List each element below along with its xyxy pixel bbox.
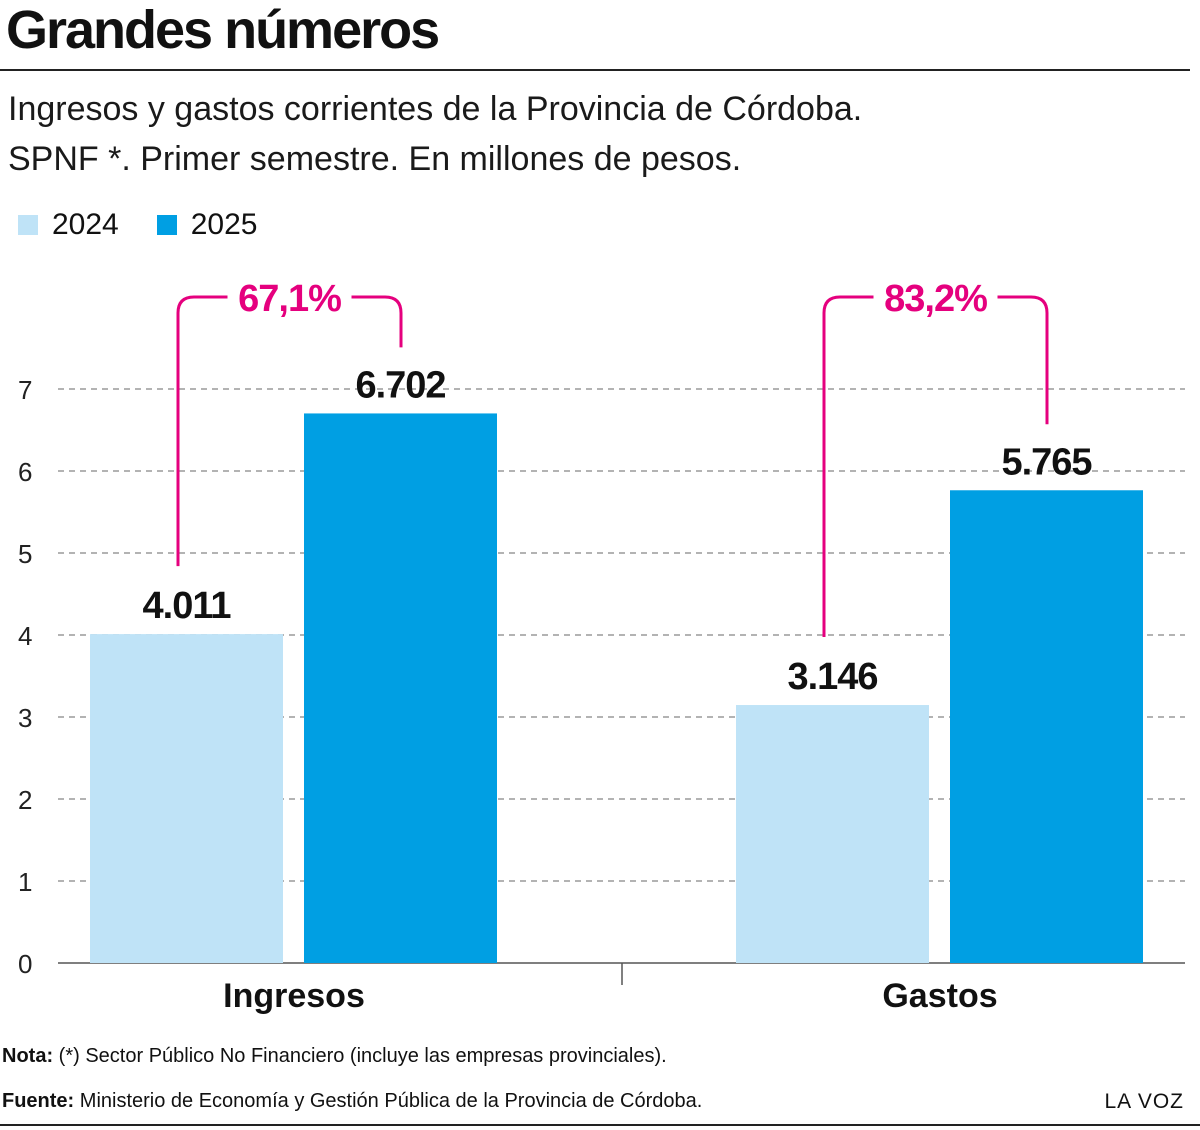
change-bracket [176, 295, 403, 567]
bar-chart: 0 1 2 3 4 5 6 7 4.011 6.702 67,1% Ingresos 3.146 5.76… [18, 278, 1185, 1015]
percent-change-label: 67,1% [238, 278, 341, 320]
bar-ingresos-2025 [304, 413, 497, 963]
data-label: 4.011 [143, 585, 232, 627]
data-label: 5.765 [1001, 441, 1092, 483]
category-label: Gastos [882, 977, 997, 1015]
source-label: Fuente: [2, 1090, 75, 1112]
bar-gastos-2024 [736, 705, 929, 963]
note-text: (*) Sector Público No Financiero (incluy… [58, 1045, 667, 1067]
note-label: Nota: [2, 1045, 54, 1067]
page-title: Grandes números [6, 0, 440, 60]
subtitle-line-2: SPNF *. Primer semestre. En millones de … [8, 140, 742, 178]
y-tick-label: 5 [18, 539, 32, 569]
footer-divider [0, 1124, 1200, 1126]
y-tick-label: 0 [18, 949, 32, 979]
y-tick-label: 4 [18, 621, 32, 651]
bar-gastos-2025 [950, 490, 1143, 963]
legend-swatch-2025 [156, 215, 177, 235]
subtitle-line-1: Ingresos y gastos corrientes de la Provi… [8, 90, 863, 128]
y-tick-label: 7 [18, 375, 32, 405]
brand-logo-text: LA VOZ [1104, 1090, 1184, 1113]
y-tick-label: 3 [18, 703, 32, 733]
legend-label-2025: 2025 [190, 208, 258, 241]
legend-item-2025: 2025 [156, 208, 258, 242]
source-text: Ministerio de Economía y Gestión Pública… [79, 1090, 703, 1112]
legend-swatch-2024 [18, 215, 38, 235]
legend-label-2024: 2024 [52, 208, 119, 241]
data-label: 3.146 [787, 656, 877, 698]
data-label: 6.702 [355, 364, 445, 406]
footnote: Nota: (*) Sector Público No Financiero (… [2, 1045, 667, 1068]
chart-subtitle: Ingresos y gastos corrientes de la Provi… [8, 84, 1158, 184]
y-tick-label: 1 [18, 867, 32, 897]
legend-item-2024: 2024 [18, 208, 119, 242]
bar-ingresos-2024 [90, 634, 283, 963]
change-bracket [822, 295, 1049, 638]
title-divider [0, 69, 1190, 71]
source: Fuente: Ministerio de Economía y Gestión… [2, 1090, 702, 1113]
y-tick-label: 6 [18, 457, 32, 487]
category-label: Ingresos [223, 977, 365, 1015]
legend: 2024 2025 [18, 208, 296, 242]
percent-change-label: 83,2% [884, 278, 987, 320]
y-tick-label: 2 [18, 785, 32, 815]
